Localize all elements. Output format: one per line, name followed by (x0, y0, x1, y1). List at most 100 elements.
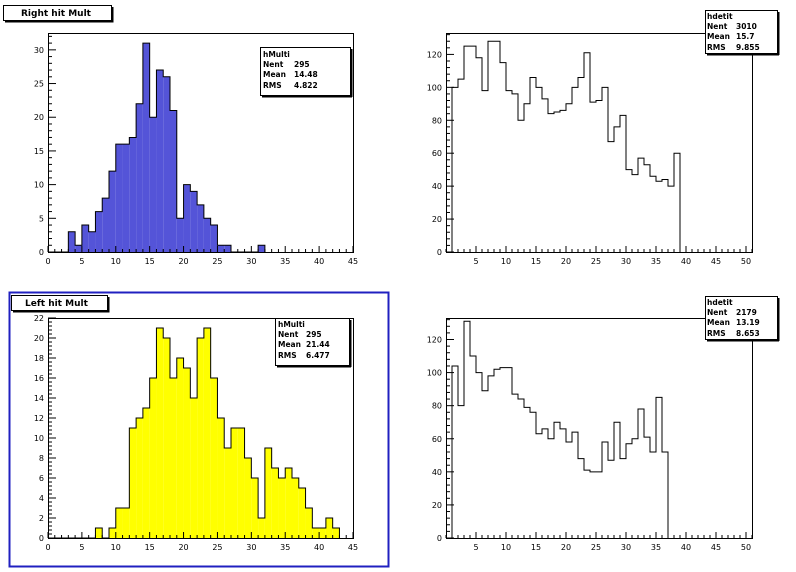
stats-name: hdetit (707, 12, 733, 21)
histogram-bin (656, 397, 662, 538)
histogram-outline (48, 327, 340, 539)
x-tick-label: 30 (621, 543, 631, 552)
stats-value-rms: 8.653 (736, 329, 760, 338)
x-tick-label: 10 (501, 257, 511, 266)
histogram-bin (566, 442, 572, 538)
plot-frame (48, 33, 354, 253)
stats-label-mean: Mean (263, 70, 286, 79)
stats-label-mean: Mean (707, 32, 730, 41)
stats-name: hdetit (707, 298, 733, 307)
histogram-bin (500, 368, 506, 538)
histogram-bin (554, 422, 560, 538)
y-tick-label: 5 (39, 214, 44, 223)
pad-highlight-left-hit-mult[interactable] (8, 291, 390, 568)
x-tick-label: 20 (178, 257, 188, 266)
stats-value-rms: 9.855 (736, 43, 760, 52)
histogram-bin (183, 368, 191, 538)
y-tick-label: 22 (34, 314, 44, 323)
x-tick-label: 30 (246, 543, 256, 552)
y-tick-label: 40 (432, 468, 442, 477)
stats-value-entries: 3010 (736, 22, 757, 31)
x-tick-label: 40 (314, 543, 324, 552)
x-tick-label: 15 (531, 257, 541, 266)
histogram-bin (584, 470, 590, 538)
histogram-bin (482, 91, 488, 252)
histogram-bin (548, 439, 554, 538)
histogram-bin (183, 184, 191, 252)
x-tick-label: 50 (741, 257, 751, 266)
stats-value-mean: 13.19 (736, 318, 760, 327)
stats-label-rms: RMS (707, 43, 726, 52)
stats-label-rms: RMS (707, 329, 726, 338)
x-tick-label: 40 (681, 257, 691, 266)
stats-value-entries: 295 (306, 330, 322, 339)
histogram-bin (224, 245, 231, 252)
x-tick-label: 35 (651, 543, 661, 552)
stats-value-rms: 4.822 (294, 81, 318, 90)
stats-value-mean: 21.44 (306, 340, 330, 349)
histogram-bin (608, 460, 614, 538)
x-tick-label: 45 (711, 257, 721, 266)
histogram-bin (75, 245, 82, 252)
histogram-bin (332, 528, 340, 538)
histogram-bin (136, 418, 143, 538)
histogram-bin (244, 458, 252, 538)
histogram-bin (264, 448, 272, 538)
y-tick-label: 60 (432, 149, 442, 158)
x-tick-label: 20 (178, 543, 188, 552)
stats-box-right-hit-mult: hMulti Nent 295 Mean 14.48 RMS 4.822 (260, 47, 353, 98)
histogram-bin (614, 422, 620, 538)
histogram-bin (560, 110, 566, 252)
histogram-bin (190, 398, 198, 538)
histogram-left-detit[interactable]: 5 10 15 20 25 30 35 40 45 50 0 20 40 60 80 100 120 (427, 318, 753, 553)
x-tick-label: 0 (45, 543, 50, 552)
y-tick-label: 0 (437, 534, 442, 543)
histogram-bin (662, 452, 668, 538)
histogram-bin (524, 104, 530, 252)
stats-value-entries: 295 (294, 60, 310, 69)
histogram-bin (237, 428, 245, 538)
x-tick-label: 25 (212, 257, 222, 266)
histogram-bin (109, 171, 116, 252)
x-tick-label: 15 (531, 543, 541, 552)
histogram-bin (115, 508, 123, 538)
y-tick-label: 20 (34, 113, 44, 122)
x-tick-label: 35 (280, 543, 290, 552)
stats-label-entries: Nent (707, 308, 728, 317)
histogram-bin (470, 46, 476, 252)
plot-frame (446, 318, 753, 539)
histogram-bin (674, 153, 680, 252)
plot-frame (48, 318, 354, 539)
histogram-bin (464, 321, 470, 538)
histogram-bin (95, 211, 103, 252)
histogram-right-hit-mult[interactable]: 0 5 10 15 20 25 30 35 40 45 0 5 10 15 20 25 30 (34, 33, 358, 267)
histogram-bin (596, 101, 602, 252)
histogram-bin (626, 170, 632, 252)
stats-label-entries: Nent (263, 60, 284, 69)
histogram-bin (626, 444, 632, 538)
histogram-bin (464, 46, 470, 252)
stats-label-rms: RMS (263, 81, 282, 90)
histogram-bin (548, 114, 554, 252)
histogram-bin (494, 41, 500, 252)
y-tick-label: 120 (427, 50, 442, 59)
histogram-bin (224, 448, 231, 538)
x-tick-label: 5 (79, 257, 84, 266)
histogram-right-detit[interactable]: 5 10 15 20 25 30 35 40 45 50 0 20 40 60 80 100 120 (427, 33, 753, 267)
y-tick-label: 40 (432, 182, 442, 191)
histogram-bin (662, 180, 668, 252)
histogram-outline (451, 320, 669, 538)
histogram-bin (95, 528, 103, 538)
histogram-bin (656, 181, 662, 252)
histogram-bin (203, 218, 211, 252)
histogram-bin (476, 58, 482, 252)
histogram-bin (542, 99, 548, 252)
histogram-bin (142, 408, 150, 538)
x-tick-label: 15 (145, 543, 155, 552)
stats-label-rms: RMS (278, 351, 297, 360)
histogram-bin (271, 468, 279, 538)
histogram-bin (156, 70, 164, 252)
y-tick-label: 120 (427, 336, 442, 345)
x-tick-label: 20 (561, 543, 571, 552)
histogram-left-hit-mult[interactable]: 0 5 10 15 20 25 30 35 40 45 0 2 4 6 8 10 12 14 16 18 20 22 (34, 314, 358, 552)
